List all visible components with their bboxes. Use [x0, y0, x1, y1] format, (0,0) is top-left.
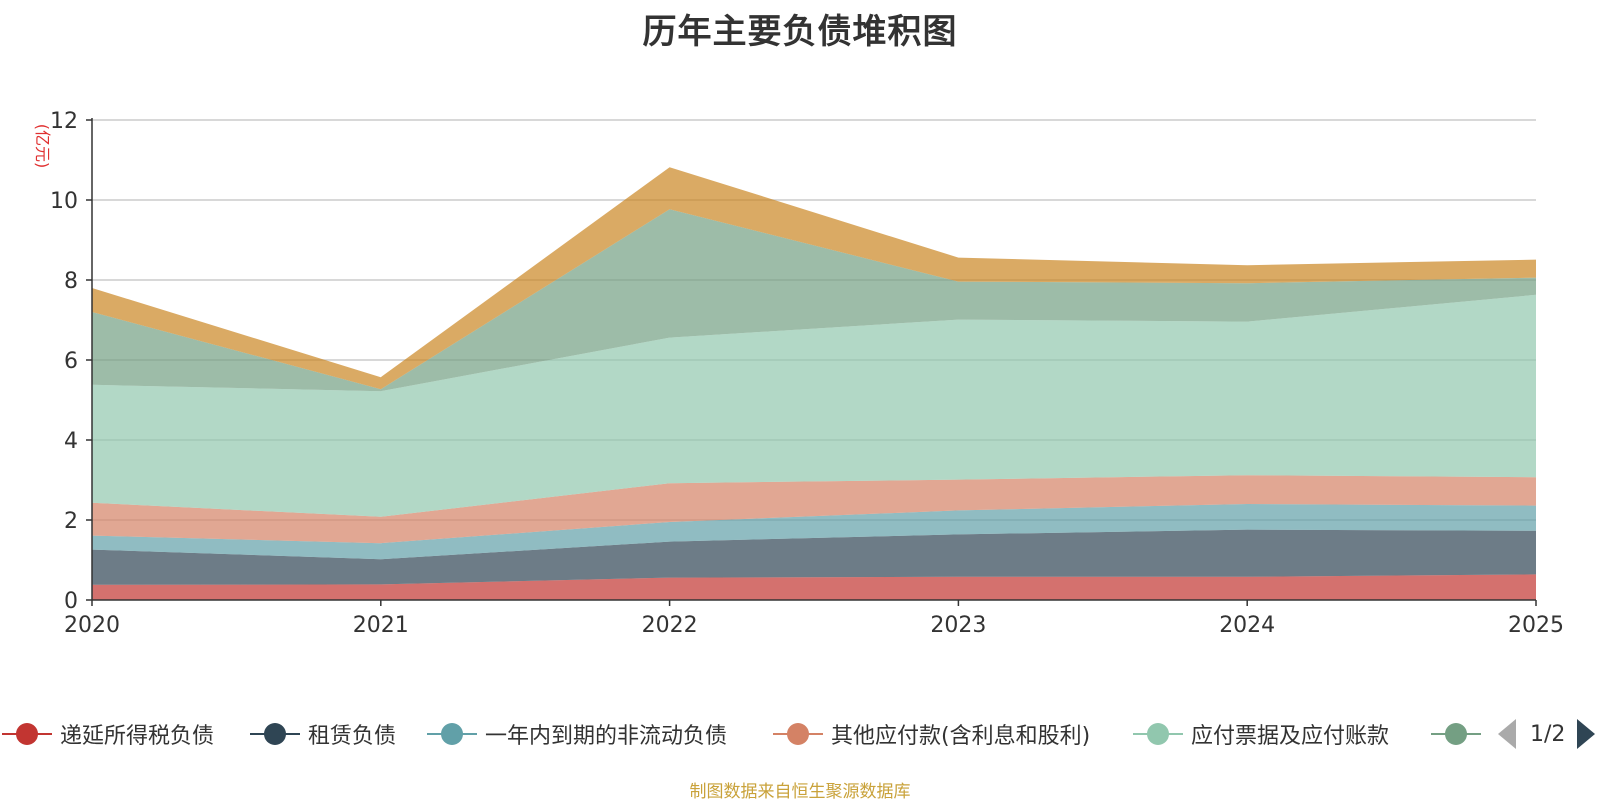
- y-axis-unit-label: (亿元): [33, 124, 52, 169]
- legend-marker-icon: [2, 722, 52, 746]
- area-series-4: [92, 294, 1536, 517]
- x-tick-label: 2024: [1219, 613, 1275, 638]
- y-tick-label: 0: [64, 589, 78, 614]
- y-tick-label: 12: [50, 109, 78, 134]
- legend-label: 其他应付款(含利息和股利): [831, 724, 1091, 749]
- data-source-note: 制图数据来自恒生聚源数据库: [689, 782, 911, 802]
- y-tick-label: 2: [64, 509, 78, 534]
- area-series-5: [92, 209, 1536, 392]
- x-tick-label: 2021: [353, 613, 409, 638]
- x-tick-label: 2025: [1508, 613, 1564, 638]
- y-tick-label: 8: [64, 269, 78, 294]
- legend-item-lease[interactable]: 租赁负债: [250, 714, 396, 754]
- legend-item-sixth-series[interactable]: [1431, 714, 1489, 754]
- area-series-1: [92, 529, 1536, 585]
- y-tick-label: 4: [64, 429, 78, 454]
- x-tick-label: 2023: [930, 613, 986, 638]
- previous-page-icon[interactable]: [1498, 719, 1516, 749]
- legend-marker-icon: [250, 722, 300, 746]
- legend: 递延所得税负债 租赁负债 一年内到期的非流动负债 其他应付款(含利息和股利) 应…: [0, 714, 1600, 754]
- legend-label: 应付票据及应付账款: [1191, 724, 1390, 749]
- area-series-2: [92, 504, 1536, 560]
- x-tick-label: 2022: [642, 613, 698, 638]
- x-tick-label: 2020: [64, 613, 120, 638]
- legend-marker-icon: [1431, 722, 1481, 746]
- next-page-icon[interactable]: [1577, 719, 1596, 749]
- area-series-6: [92, 167, 1536, 390]
- legend-page-indicator: 1/2: [1530, 721, 1566, 747]
- legend-item-current-noncurrent[interactable]: 一年内到期的非流动负债: [427, 714, 727, 754]
- legend-item-other-payables[interactable]: 其他应付款(含利息和股利): [773, 714, 1090, 754]
- legend-marker-icon: [427, 722, 477, 746]
- legend-label: 租赁负债: [308, 724, 397, 749]
- legend-label: 递延所得税负债: [60, 724, 215, 749]
- y-tick-label: 6: [64, 349, 78, 374]
- area-series-0: [92, 574, 1536, 600]
- y-tick-label: 10: [50, 189, 78, 214]
- legend-pager: 1/2: [1498, 714, 1596, 754]
- legend-marker-icon: [1133, 722, 1183, 746]
- chart-title: 历年主要负债堆积图: [642, 12, 958, 52]
- area-series-3: [92, 475, 1536, 544]
- legend-marker-icon: [773, 722, 823, 746]
- legend-item-notes-accounts-payable[interactable]: 应付票据及应付账款: [1133, 714, 1389, 754]
- legend-item-deferred-tax[interactable]: 递延所得税负债: [2, 714, 214, 754]
- legend-label: 一年内到期的非流动负债: [485, 724, 728, 749]
